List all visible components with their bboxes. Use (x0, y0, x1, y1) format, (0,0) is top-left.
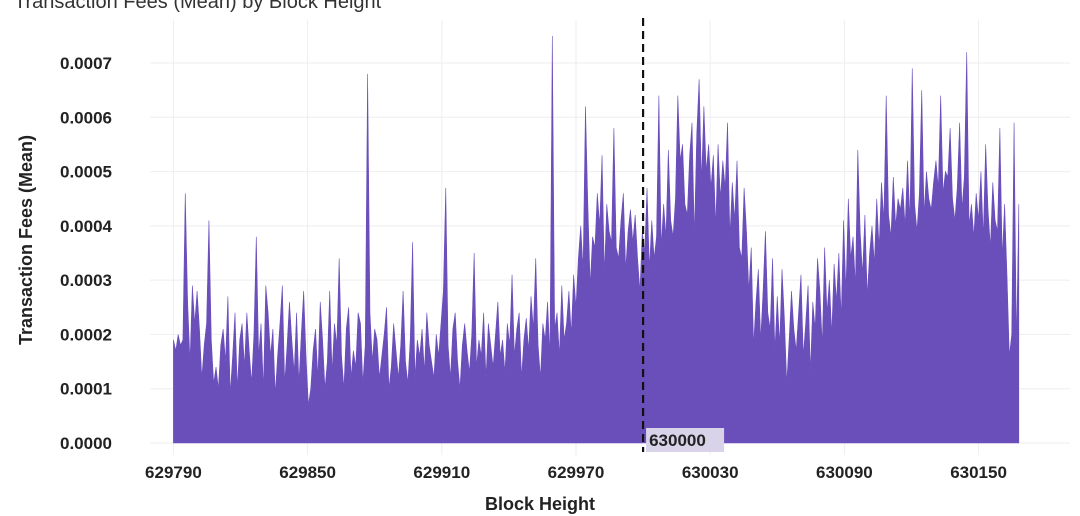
y-tick-label: 0.0006 (60, 108, 112, 127)
y-tick-label: 0.0000 (60, 434, 112, 453)
y-tick-label: 0.0001 (60, 380, 112, 399)
y-axis-label: Transaction Fees (Mean) (16, 135, 36, 345)
x-axis-label: Block Height (485, 494, 595, 514)
y-tick-label: 0.0005 (60, 163, 112, 182)
x-tick-label: 629850 (279, 463, 336, 482)
x-tick-label: 630090 (816, 463, 873, 482)
y-tick-label: 0.0003 (60, 271, 112, 290)
x-tick-label: 629970 (548, 463, 605, 482)
annotation-label: 630000 (649, 431, 706, 450)
y-tick-label: 0.0007 (60, 54, 112, 73)
x-tick-label: 630030 (682, 463, 739, 482)
annotation-label-box (646, 428, 725, 452)
y-tick-label: 0.0002 (60, 325, 112, 344)
y-tick-label: 0.0004 (60, 217, 113, 236)
x-axis-ticks: 629790 629850 629910 629970 630030 630090 6301… (145, 463, 1007, 482)
x-tick-label: 629910 (413, 463, 470, 482)
x-tick-label: 629790 (145, 463, 202, 482)
annotation-layer: 630000 (641, 18, 725, 452)
y-axis-ticks: 0.0000 0.0001 0.0002 0.0003 0.0004 0.0005 0.00… (60, 54, 113, 453)
series-layer (173, 35, 1020, 444)
x-tick-label: 630150 (950, 463, 1007, 482)
area-series (173, 35, 1020, 444)
chart-title: Transaction Fees (Mean) by Block Height (14, 0, 382, 13)
